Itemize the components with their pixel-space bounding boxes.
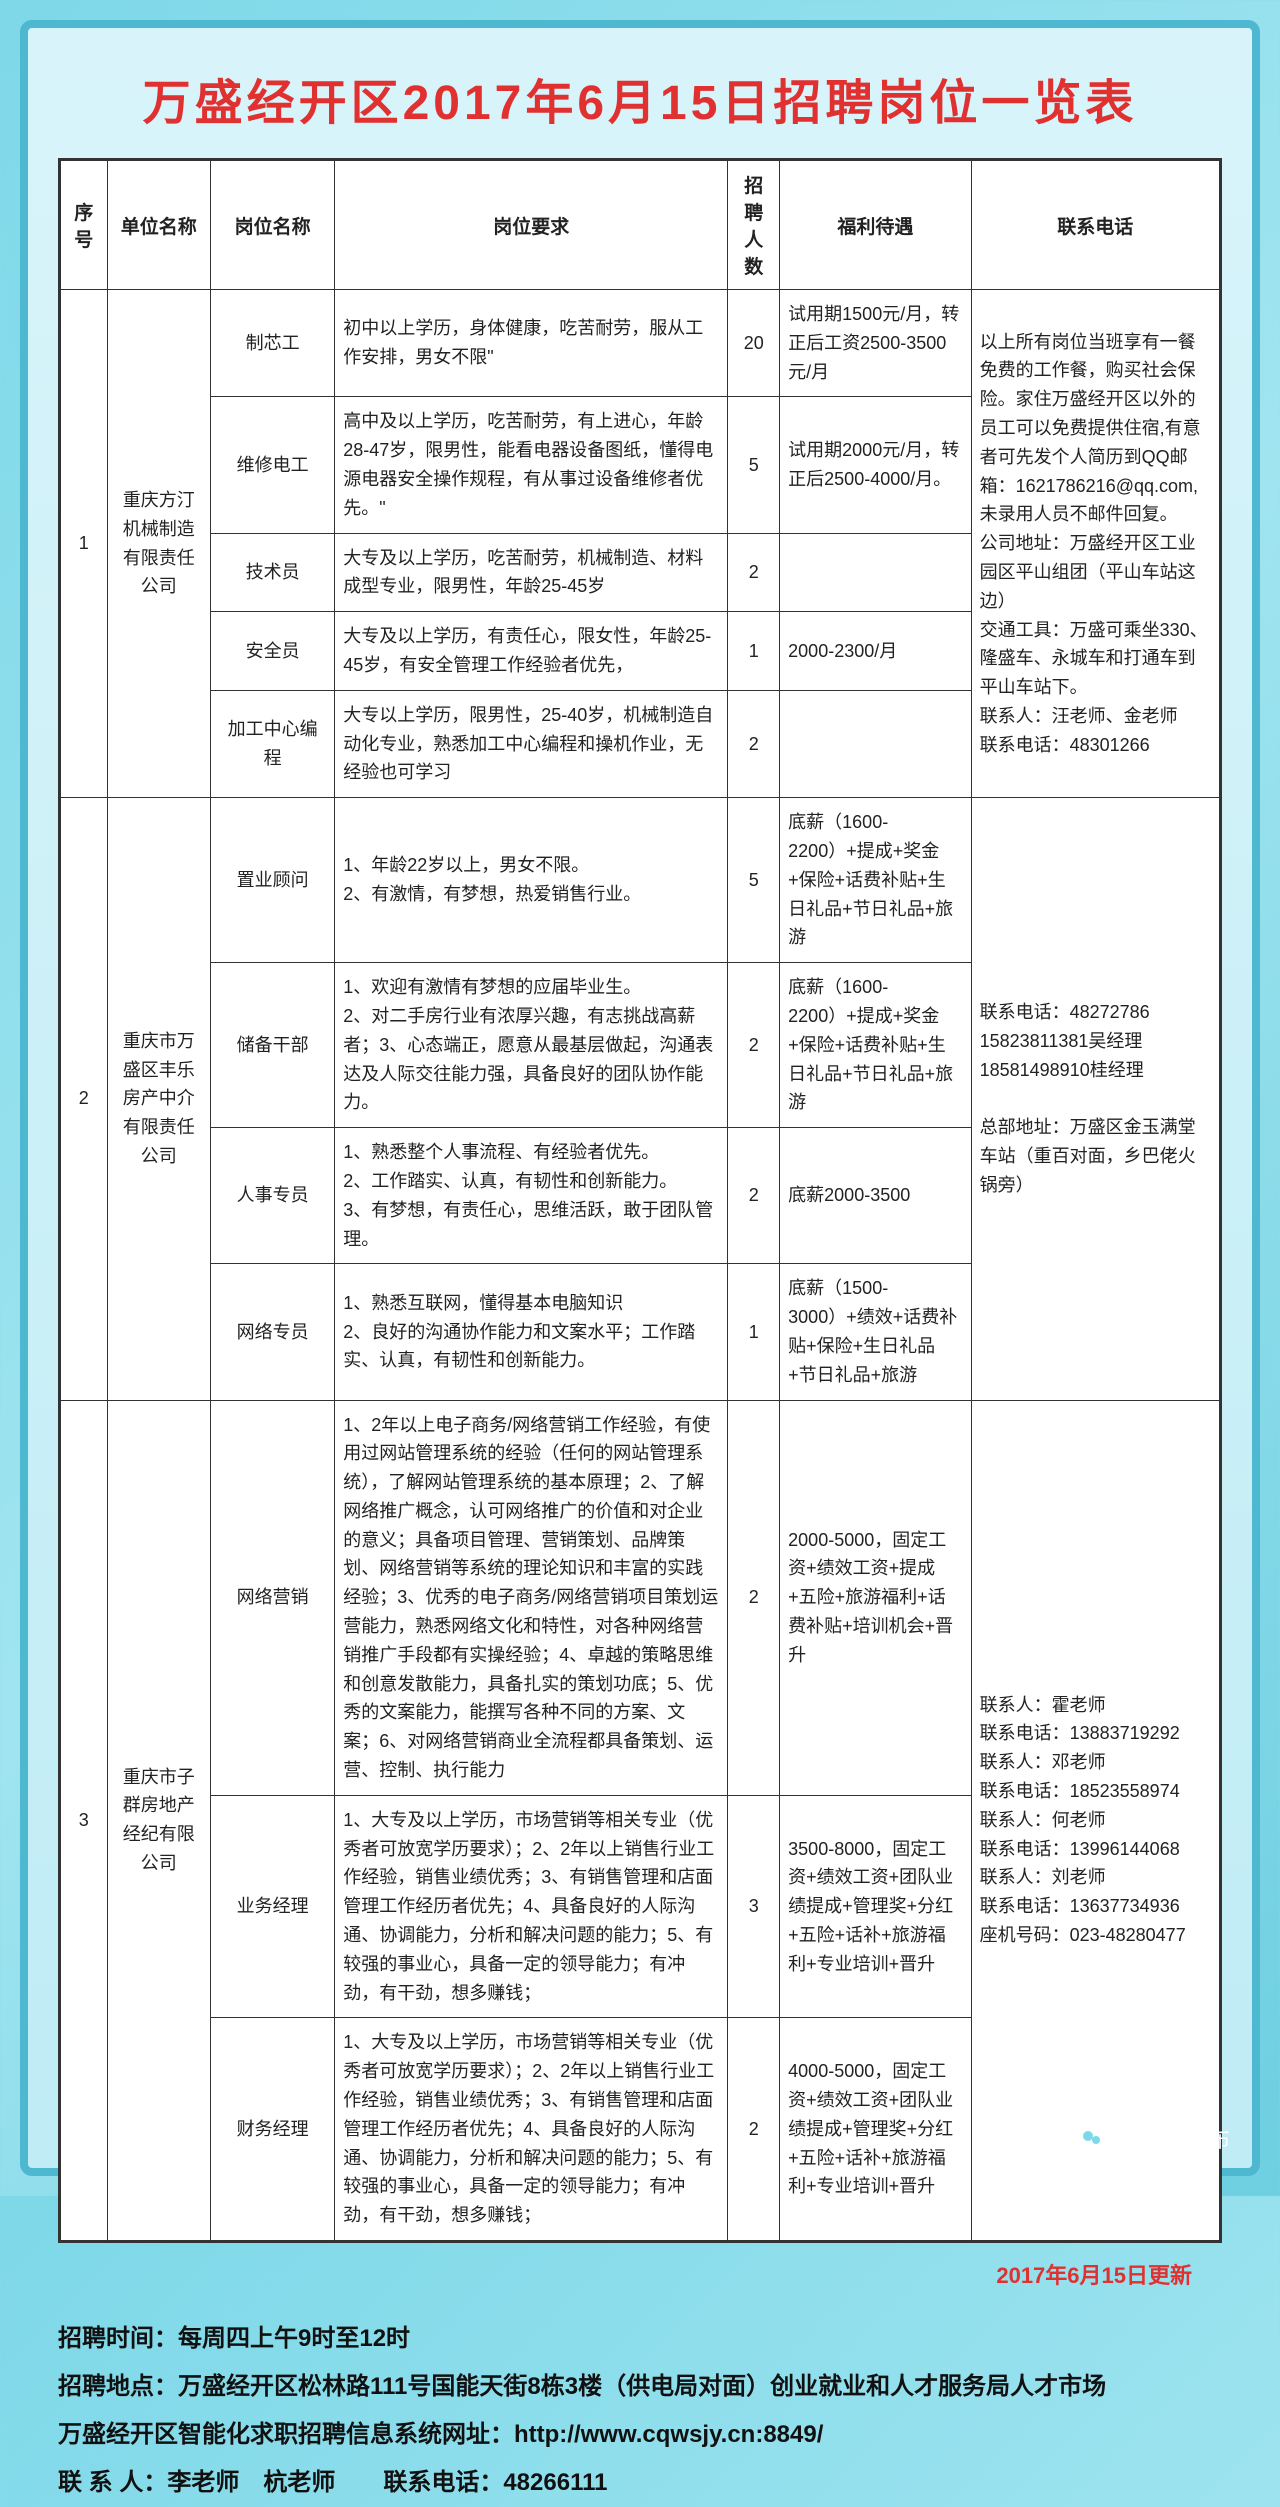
cell-requirement: 1、熟悉互联网，懂得基本电脑知识 2、良好的沟通协作能力和文案水平；工作踏实、认… — [335, 1264, 728, 1400]
cell-count: 1 — [728, 612, 780, 691]
cell-benefit: 3500-8000，固定工资+绩效工资+团队业绩提成+管理奖+分红+五险+话补+… — [780, 1795, 971, 2018]
cell-position: 置业顾问 — [211, 798, 335, 963]
cell-seq: 3 — [61, 1400, 108, 2241]
cell-company: 重庆方汀机械制造有限责任公司 — [107, 290, 210, 798]
cell-requirement: 高中及以上学历，吃苦耐劳，有上进心，年龄28-47岁，限男性，能看电器设备图纸，… — [335, 397, 728, 533]
th-contact: 联系电话 — [971, 161, 1219, 290]
cell-position: 业务经理 — [211, 1795, 335, 2018]
cell-benefit — [780, 690, 971, 797]
cell-position: 安全员 — [211, 612, 335, 691]
cell-requirement: 1、熟悉整个人事流程、有经验者优先。 2、工作踏实、认真，有韧性和创新能力。 3… — [335, 1128, 728, 1264]
jobs-table: 序号 单位名称 岗位名称 岗位要求 招聘人数 福利待遇 联系电话 1重庆方汀机械… — [60, 160, 1220, 2241]
table-row: 2重庆市万盛区丰乐房产中介有限责任公司置业顾问1、年龄22岁以上，男女不限。 2… — [61, 798, 1220, 963]
poster-frame: 万盛经开区2017年6月15日招聘岗位一览表 序号 单位名称 岗位名称 岗位要求… — [20, 20, 1260, 2176]
th-count: 招聘人数 — [728, 161, 780, 290]
cell-position: 维修电工 — [211, 397, 335, 533]
cell-count: 2 — [728, 2018, 780, 2241]
cell-benefit: 底薪（1600-2200）+提成+奖金+保险+话费补贴+生日礼品+节日礼品+旅游 — [780, 963, 971, 1128]
cell-requirement: 1、大专及以上学历，市场营销等相关专业（优秀者可放宽学历要求）；2、2年以上销售… — [335, 2018, 728, 2241]
cell-benefit: 底薪（1500-3000）+绩效+话费补贴+保险+生日礼品+节日礼品+旅游 — [780, 1264, 971, 1400]
cell-count: 2 — [728, 1128, 780, 1264]
footer-info: 招聘时间：每周四上午9时至12时 招聘地点：万盛经开区松林路111号国能天街8栋… — [58, 2315, 1222, 2507]
footer-line: 联 系 人：李老师 杭老师 联系电话：48266111 — [58, 2459, 1222, 2507]
cell-benefit — [780, 533, 971, 612]
cell-requirement: 1、2年以上电子商务/网络营销工作经验，有使用过网站管理系统的经验（任何的网站管… — [335, 1400, 728, 1795]
cell-benefit: 底薪2000-3500 — [780, 1128, 971, 1264]
th-company: 单位名称 — [107, 161, 210, 290]
cell-count: 2 — [728, 533, 780, 612]
th-seq: 序号 — [61, 161, 108, 290]
footer-line: 万盛经开区智能化求职招聘信息系统网址：http://www.cqwsjy.cn:… — [58, 2411, 1222, 2459]
cell-contact: 联系人：霍老师 联系电话：13883719292 联系人：邓老师 联系电话：18… — [971, 1400, 1219, 2241]
th-position: 岗位名称 — [211, 161, 335, 290]
th-benefit: 福利待遇 — [780, 161, 971, 290]
update-note: 2017年6月15日更新 — [58, 2258, 1192, 2290]
table-row: 3重庆市子群房地产经纪有限公司网络营销1、2年以上电子商务/网络营销工作经验，有… — [61, 1400, 1220, 1795]
cell-requirement: 大专及以上学历，吃苦耐劳，机械制造、材料成型专业，限男性，年龄25-45岁 — [335, 533, 728, 612]
cell-position: 网络专员 — [211, 1264, 335, 1400]
cell-benefit: 2000-5000，固定工资+绩效工资+提成+五险+旅游福利+话费补贴+培训机会… — [780, 1400, 971, 1795]
jobs-table-wrap: 序号 单位名称 岗位名称 岗位要求 招聘人数 福利待遇 联系电话 1重庆方汀机械… — [58, 158, 1222, 2243]
cell-count: 5 — [728, 798, 780, 963]
cell-count: 20 — [728, 290, 780, 397]
cell-seq: 1 — [61, 290, 108, 798]
table-row: 1重庆方汀机械制造有限责任公司制芯工初中以上学历，身体健康，吃苦耐劳，服从工作安… — [61, 290, 1220, 397]
cell-count: 5 — [728, 397, 780, 533]
footer-line: 招聘地点：万盛经开区松林路111号国能天街8栋3楼（供电局对面）创业就业和人才服… — [58, 2363, 1222, 2411]
cell-company: 重庆市万盛区丰乐房产中介有限责任公司 — [107, 798, 210, 1400]
footer-line: 招聘时间：每周四上午9时至12时 — [58, 2315, 1222, 2363]
cell-contact: 联系电话：48272786 15823811381吴经理 18581498910… — [971, 798, 1219, 1400]
wechat-name: 万盛微发布 — [1120, 2122, 1230, 2154]
cell-count: 2 — [728, 690, 780, 797]
wechat-icon — [1074, 2120, 1110, 2156]
cell-contact: 以上所有岗位当班享有一餐免费的工作餐，购买社会保险。家住万盛经开区以外的员工可以… — [971, 290, 1219, 798]
cell-benefit: 试用期1500元/月，转正后工资2500-3500元/月 — [780, 290, 971, 397]
cell-benefit: 2000-2300/月 — [780, 612, 971, 691]
cell-position: 财务经理 — [211, 2018, 335, 2241]
page-title: 万盛经开区2017年6月15日招聘岗位一览表 — [58, 63, 1222, 133]
cell-count: 1 — [728, 1264, 780, 1400]
cell-benefit: 试用期2000元/月，转正后2500-4000/月。 — [780, 397, 971, 533]
cell-requirement: 1、年龄22岁以上，男女不限。 2、有激情，有梦想，热爱销售行业。 — [335, 798, 728, 963]
cell-position: 网络营销 — [211, 1400, 335, 1795]
table-header-row: 序号 单位名称 岗位名称 岗位要求 招聘人数 福利待遇 联系电话 — [61, 161, 1220, 290]
cell-seq: 2 — [61, 798, 108, 1400]
cell-company: 重庆市子群房地产经纪有限公司 — [107, 1400, 210, 2241]
cell-position: 加工中心编程 — [211, 690, 335, 797]
cell-position: 技术员 — [211, 533, 335, 612]
wechat-tag: 万盛微发布 — [1074, 2120, 1230, 2156]
th-requirement: 岗位要求 — [335, 161, 728, 290]
cell-position: 制芯工 — [211, 290, 335, 397]
cell-benefit: 底薪（1600-2200）+提成+奖金+保险+话费补贴+生日礼品+节日礼品+旅游 — [780, 798, 971, 963]
cell-position: 储备干部 — [211, 963, 335, 1128]
cell-requirement: 1、大专及以上学历，市场营销等相关专业（优秀者可放宽学历要求）；2、2年以上销售… — [335, 1795, 728, 2018]
cell-requirement: 大专以上学历，限男性，25-40岁，机械制造自动化专业，熟悉加工中心编程和操机作… — [335, 690, 728, 797]
cell-requirement: 初中以上学历，身体健康，吃苦耐劳，服从工作安排，男女不限" — [335, 290, 728, 397]
cell-count: 2 — [728, 1400, 780, 1795]
cell-count: 2 — [728, 963, 780, 1128]
cell-position: 人事专员 — [211, 1128, 335, 1264]
cell-count: 3 — [728, 1795, 780, 2018]
cell-requirement: 1、欢迎有激情有梦想的应届毕业生。 2、对二手房行业有浓厚兴趣，有志挑战高薪者；… — [335, 963, 728, 1128]
cell-benefit: 4000-5000，固定工资+绩效工资+团队业绩提成+管理奖+分红+五险+话补+… — [780, 2018, 971, 2241]
cell-requirement: 大专及以上学历，有责任心，限女性，年龄25-45岁，有安全管理工作经验者优先， — [335, 612, 728, 691]
